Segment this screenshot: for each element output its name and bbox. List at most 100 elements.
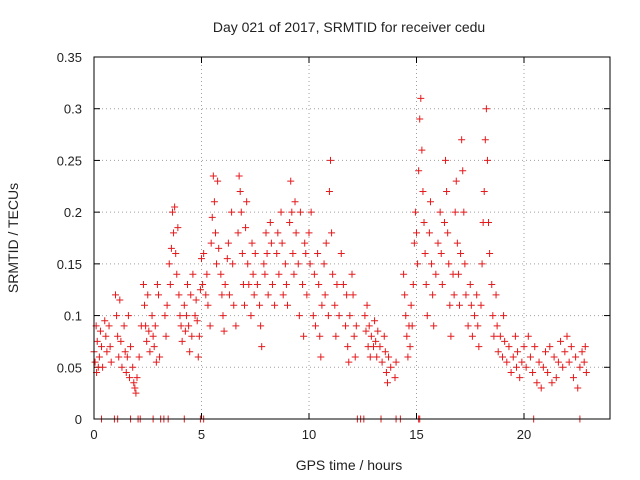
data-point [376,343,384,351]
data-point [282,281,290,289]
data-point [156,353,164,361]
x-tick-label: 10 [302,427,316,442]
data-point [426,198,434,206]
data-point [275,270,283,278]
data-point [198,255,205,263]
data-point [247,312,255,320]
data-point [580,358,588,366]
data-point [507,368,515,376]
y-tick-label: 0.25 [57,153,82,168]
data-point [552,374,560,382]
data-point [132,389,140,397]
data-point [411,208,419,216]
data-point [486,250,494,258]
data-point [406,343,414,351]
data-point [318,301,326,309]
data-point [172,250,180,258]
data-point [518,358,526,366]
data-point [188,332,196,340]
data-point [443,187,451,195]
data-point [311,322,319,330]
data-point [168,208,176,216]
data-points [90,94,590,423]
data-point [186,348,194,356]
data-point [113,312,121,320]
data-point [454,270,462,278]
data-point [320,260,328,268]
data-point [131,384,139,392]
data-point [371,317,379,325]
data-point [209,172,217,180]
data-point [342,322,350,330]
data-point [332,332,340,340]
data-point [325,187,333,195]
data-point [245,281,253,289]
data-point [421,250,429,258]
data-point [214,177,222,185]
data-point [106,343,114,351]
data-point [461,260,469,268]
data-point [294,260,302,268]
data-point [422,281,430,289]
data-point [262,229,270,237]
data-point [430,322,438,330]
data-point [481,136,489,144]
data-point [278,239,286,247]
x-tick-label: 20 [517,427,531,442]
data-point [345,358,353,366]
data-point [366,353,374,361]
data-point [473,291,481,299]
data-point [200,250,208,258]
data-point [279,291,287,299]
y-tick-label: 0.1 [64,309,82,324]
data-point [181,327,189,335]
data-point [120,322,128,330]
data-point [557,337,565,345]
data-point [539,363,547,371]
data-point [314,250,322,258]
data-point [480,187,488,195]
data-point [501,337,509,345]
data-point [196,286,204,294]
data-point [440,218,448,226]
data-point [264,291,272,299]
data-point [420,218,428,226]
data-point [152,358,160,366]
data-point [268,281,276,289]
data-point [475,343,483,351]
data-point [493,322,501,330]
data-point [418,146,426,154]
data-point [220,327,228,335]
data-point [488,281,496,289]
data-point [290,270,298,278]
data-point [287,177,295,185]
chart-title: Day 021 of 2017, SRMTID for receiver ced… [213,19,485,35]
data-point [315,281,323,289]
data-point [300,332,308,340]
data-point [288,208,296,216]
data-point [121,348,129,356]
data-point [235,172,243,180]
data-point [321,291,329,299]
data-point [451,208,459,216]
data-point [224,239,232,247]
data-point [565,358,573,366]
data-point [348,270,356,278]
y-tick-label: 0.05 [57,360,82,375]
data-point [166,281,174,289]
data-point [329,270,337,278]
data-point [258,343,266,351]
data-point [514,348,522,356]
y-tick-label: 0.2 [64,205,82,220]
data-point [380,332,388,340]
data-point [234,229,242,237]
data-point [99,363,107,371]
data-point [429,291,437,299]
data-point [105,322,113,330]
data-point [135,353,143,361]
data-point [349,291,357,299]
data-point [328,229,336,237]
data-point [123,353,131,361]
data-point [145,327,153,335]
data-point [91,358,99,366]
